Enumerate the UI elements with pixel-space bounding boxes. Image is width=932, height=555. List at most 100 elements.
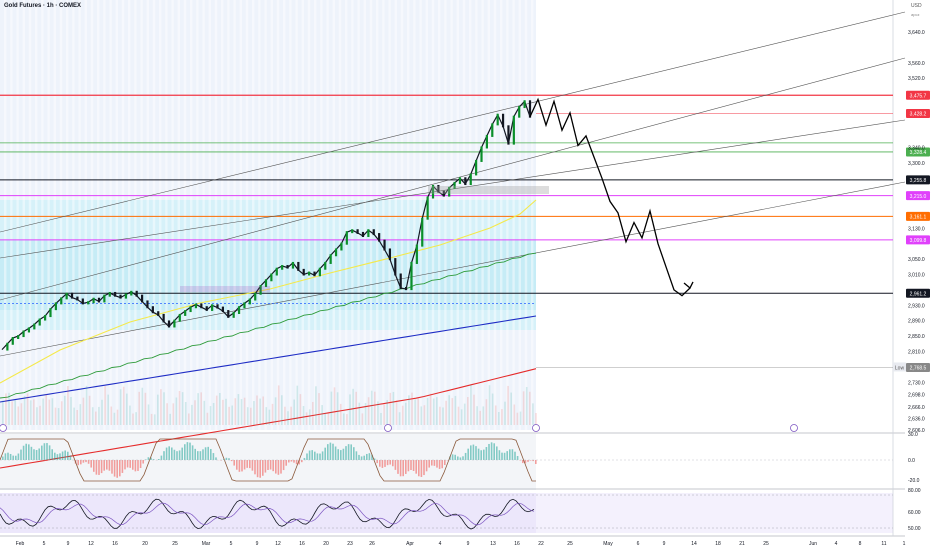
volume-bar (337, 392, 339, 425)
oscillator-bar (70, 455, 72, 460)
candle (303, 269, 305, 276)
time-axis-label: Apr (406, 541, 414, 547)
oscillator-bar (428, 460, 430, 468)
volume-bar (464, 404, 466, 425)
oscillator-bar (49, 445, 51, 460)
candle (216, 304, 218, 308)
oscillator-bar (135, 460, 137, 471)
candle (292, 262, 294, 269)
volume-bar (529, 392, 531, 425)
chart-title: Gold Futures · 1h · COMEX (4, 3, 81, 9)
volume-bar (514, 405, 516, 425)
volume-bar (417, 398, 419, 425)
candle (206, 306, 208, 311)
oscillator-bar (241, 460, 243, 471)
volume-bar (176, 397, 178, 425)
oscillator-bar (254, 460, 256, 474)
oscillator-bar (194, 449, 196, 460)
stripe (364, 0, 366, 430)
volume-bar (532, 403, 534, 425)
candle (87, 301, 89, 304)
candle (427, 197, 429, 220)
oscillator-bar (163, 451, 165, 460)
candle (146, 300, 148, 308)
highlight-zone (428, 186, 549, 194)
stripe (246, 0, 248, 430)
stripe (128, 0, 130, 430)
volume-bar (210, 406, 212, 425)
volume-bar (30, 400, 32, 425)
volume-bar (132, 414, 134, 425)
candle (39, 319, 41, 326)
oscillator-bar (184, 444, 186, 460)
stripe (289, 0, 291, 430)
candle (71, 293, 73, 299)
oscillator-bar (405, 460, 407, 474)
level-price-label: 2,768.5 (906, 363, 930, 372)
oscillator-bar (270, 460, 272, 470)
oscillator-bar (267, 460, 269, 470)
oscillator-bar (301, 460, 303, 462)
volume-bar (328, 412, 330, 425)
oscillator-bar (415, 460, 417, 474)
volume-bar (27, 393, 29, 425)
candle (378, 233, 380, 242)
volume-bar (461, 409, 463, 425)
oscillator-bar (454, 455, 456, 460)
oscillator-bar (272, 460, 274, 471)
oscillator-bar (350, 444, 352, 460)
oscillator-bar (46, 443, 48, 460)
oscillator-bar (233, 460, 235, 466)
volume-bar (120, 389, 122, 425)
oscillator-bar (116, 460, 118, 478)
stripe (506, 0, 508, 430)
volume-bar (290, 407, 292, 425)
volume-bar (207, 413, 209, 425)
stripe (407, 0, 409, 430)
volume-bar (501, 409, 503, 425)
time-axis-label: 22 (538, 541, 544, 547)
oscillator-bar (210, 449, 212, 460)
candle (168, 320, 170, 327)
volume-bar (383, 405, 385, 425)
oscillator-bar (127, 460, 129, 467)
volume-bar (455, 396, 457, 425)
candle (340, 243, 342, 251)
time-axis-label: 16 (299, 541, 305, 547)
candle (98, 298, 100, 303)
volume-bar (486, 399, 488, 425)
volume-bar (111, 407, 113, 425)
volume-bar (498, 412, 500, 425)
volume-bar (266, 407, 268, 425)
time-axis-label: May (603, 541, 613, 547)
candle (157, 311, 159, 316)
oscillator-bar (103, 460, 105, 471)
time-axis-label: 6 (637, 541, 640, 547)
oscillator-bar (38, 448, 40, 460)
stripe (525, 0, 527, 430)
oscillator-bar (384, 460, 386, 467)
oscillator-bar (62, 452, 64, 460)
candle (22, 330, 24, 337)
stripe (388, 0, 390, 430)
volume-bar (197, 393, 199, 425)
oscillator-bar (348, 444, 350, 460)
volume-bar (145, 393, 147, 425)
oscillator-bar (15, 456, 17, 460)
oscillator-bar (444, 460, 446, 465)
oscillator-bar (496, 446, 498, 460)
volume-bar (80, 404, 82, 425)
oscillator-bar (239, 460, 241, 472)
rsi-pane-history (0, 493, 536, 533)
oscillator-bar (5, 453, 7, 460)
stripe (326, 0, 328, 430)
oscillator-bar (88, 460, 90, 464)
volume-bar (151, 414, 153, 425)
candle (189, 306, 191, 312)
oscillator-bar (189, 443, 191, 460)
candle (265, 279, 267, 287)
oscillator-bar (124, 460, 126, 469)
oscillator-bar (480, 450, 482, 460)
